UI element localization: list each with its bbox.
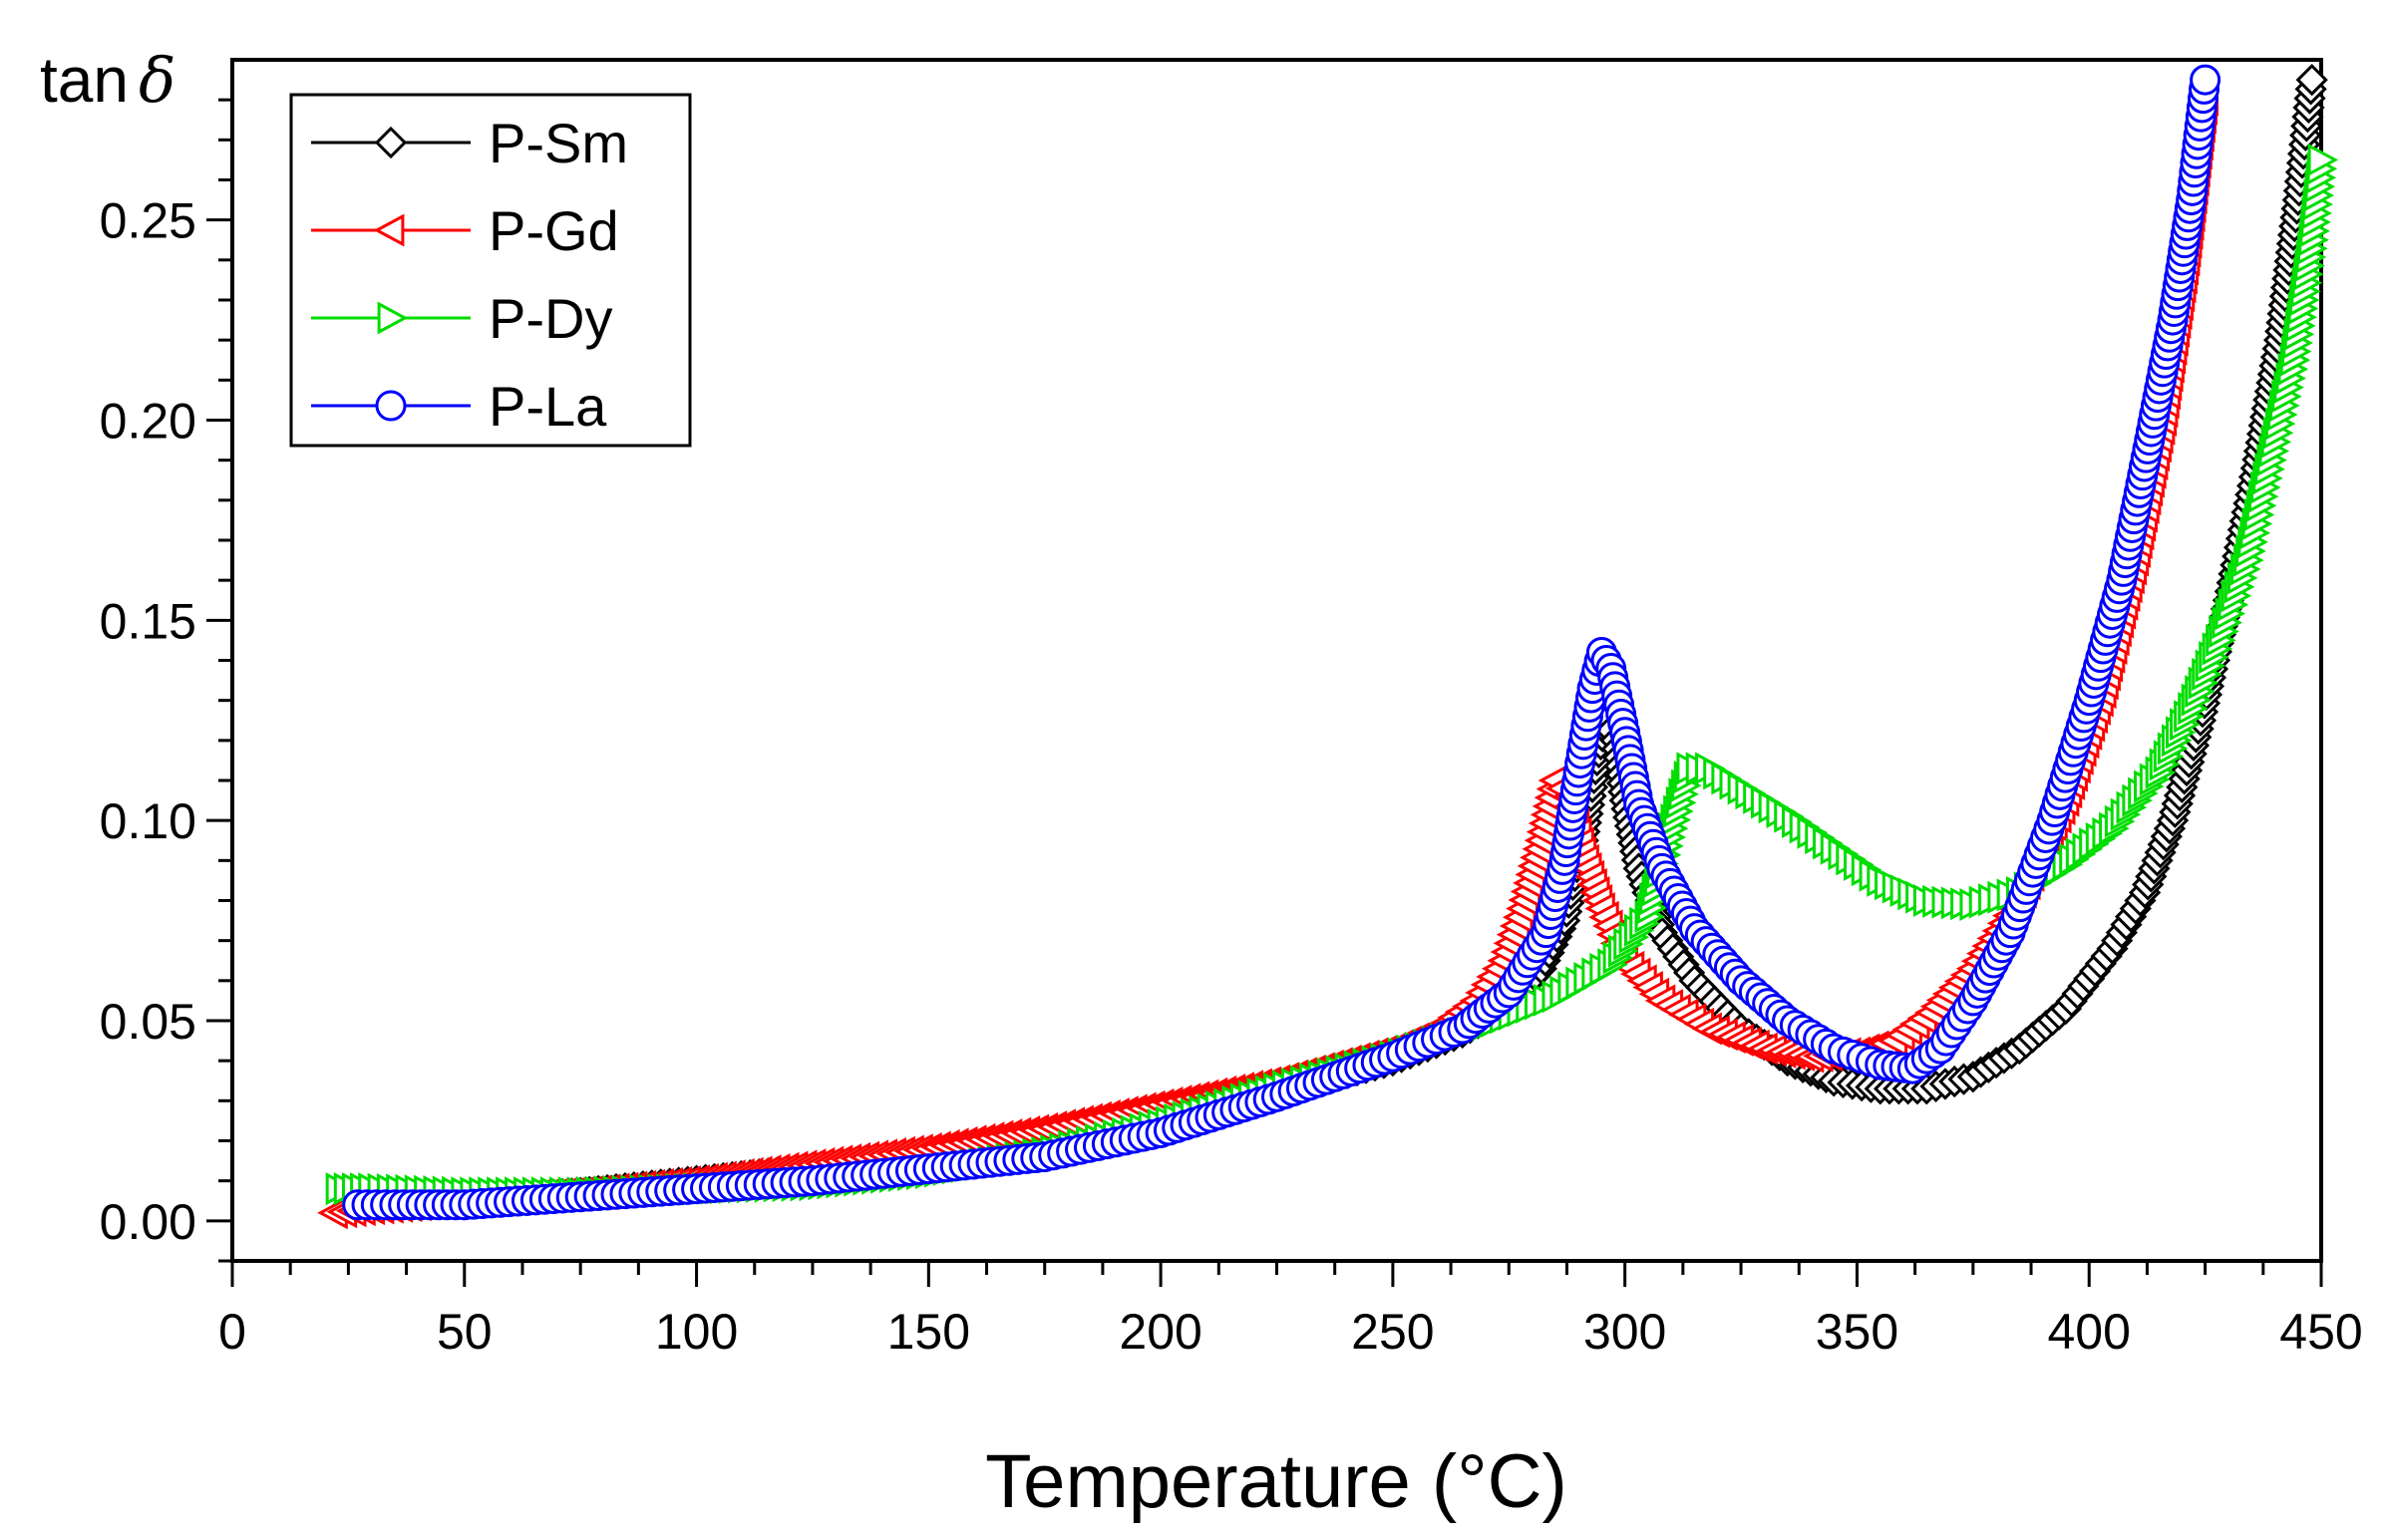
legend: P-Sm P-Gd P-Dy P-La <box>289 93 692 448</box>
y-axis-title-text: tan <box>40 44 129 116</box>
y-tick-label: 0.25 <box>100 193 196 249</box>
y-tick-label: 0.15 <box>100 593 196 649</box>
x-tick-label: 450 <box>2279 1304 2362 1360</box>
legend-label: P-Gd <box>489 199 619 262</box>
x-tick-label: 150 <box>887 1304 970 1360</box>
x-tick-label: 200 <box>1119 1304 1201 1360</box>
legend-marker <box>374 126 408 159</box>
y-axis-title-symbol: δ <box>139 44 175 117</box>
x-tick-label: 0 <box>218 1304 246 1360</box>
series-layer <box>317 63 2339 1230</box>
legend-marker <box>375 390 407 422</box>
legend-marker <box>377 301 409 335</box>
legend-items: P-Sm P-Gd P-Dy P-La <box>311 112 628 438</box>
x-axis-title: Temperature (°C) <box>985 1439 1567 1524</box>
data-point <box>2307 143 2339 176</box>
y-tick-label: 0.05 <box>100 994 196 1050</box>
legend-item-p-sm: P-Sm <box>311 112 628 174</box>
y-tick-label: 0.00 <box>100 1194 196 1250</box>
legend-item-p-la: P-La <box>311 375 607 438</box>
legend-label: P-La <box>489 375 607 438</box>
y-tick-label: 0.20 <box>100 394 196 450</box>
y-axis-title: tan δ <box>40 44 175 117</box>
series-p-la <box>342 64 2222 1221</box>
legend-box <box>289 93 692 448</box>
data-point <box>2295 63 2328 97</box>
data-point <box>2190 64 2222 96</box>
legend-marker <box>373 213 405 247</box>
x-tick-label: 250 <box>1351 1304 1434 1360</box>
legend-label: P-Dy <box>489 287 612 350</box>
x-tick-label: 300 <box>1583 1304 1666 1360</box>
x-tick-label: 400 <box>2048 1304 2131 1360</box>
x-tick-label: 100 <box>655 1304 738 1360</box>
y-axis-ticks: 0.00 0.05 0.10 0.15 0.20 0.25 <box>100 98 232 1263</box>
x-tick-label: 50 <box>437 1304 493 1360</box>
y-tick-label: 0.10 <box>100 793 196 849</box>
legend-label: P-Sm <box>489 112 628 174</box>
x-tick-label: 350 <box>1816 1304 1898 1360</box>
legend-item-p-dy: P-Dy <box>311 287 612 350</box>
x-axis-ticks: 0 50 100 150 200 250 300 350 400 450 <box>218 1261 2363 1360</box>
legend-item-p-gd: P-Gd <box>311 199 619 262</box>
